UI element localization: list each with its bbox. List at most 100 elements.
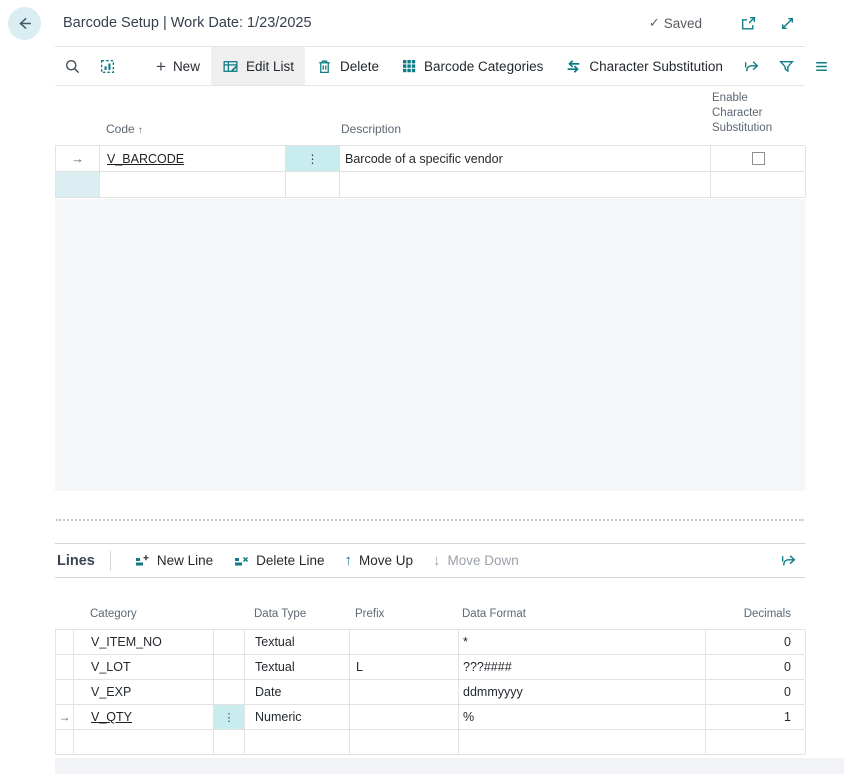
lines-section-header: Lines New Line Delete Line xyxy=(55,543,805,578)
category-cell[interactable]: V_QTY xyxy=(74,705,214,729)
row-selector-cell[interactable] xyxy=(56,630,74,654)
main-table-headers: Code ↑ Description Enable Character Subst… xyxy=(55,87,805,145)
row-selector-cell[interactable] xyxy=(56,680,74,704)
new-line-button[interactable]: New Line xyxy=(124,544,223,577)
bottom-scroll-area xyxy=(55,758,844,774)
decimals-cell[interactable]: 1 xyxy=(706,705,806,729)
data-format-cell[interactable]: % xyxy=(459,705,706,729)
data-format-column-header[interactable]: Data Format xyxy=(462,608,526,620)
row-options-cell[interactable]: ⋮ xyxy=(286,146,340,171)
prefix-cell[interactable] xyxy=(350,630,459,654)
description-column-header[interactable]: Description xyxy=(341,122,402,136)
data-type-cell[interactable]: Textual xyxy=(245,655,350,679)
data-format-cell[interactable] xyxy=(459,730,706,754)
table-row[interactable]: → V_BARCODE ⋮ Barcode of a specific vend… xyxy=(55,146,806,172)
data-type-cell[interactable] xyxy=(245,730,350,754)
data-format-cell[interactable]: ???#### xyxy=(459,655,706,679)
new-button[interactable]: + New xyxy=(145,47,211,85)
data-format-cell[interactable]: ddmmyyyy xyxy=(459,680,706,704)
row-options-cell[interactable] xyxy=(214,680,245,704)
back-button[interactable] xyxy=(8,6,41,40)
filter-button[interactable] xyxy=(769,47,804,85)
row-options-cell[interactable] xyxy=(214,630,245,654)
spacer-cell xyxy=(55,620,73,628)
lines-table: V_ITEM_NO Textual * 0 V_LOT Textual L ??… xyxy=(55,629,806,755)
character-substitution-label: Character Substitution xyxy=(589,58,723,74)
row-options-cell[interactable] xyxy=(214,655,245,679)
enable-character-substitution-checkbox[interactable] xyxy=(751,152,765,165)
open-in-new-window-button[interactable] xyxy=(740,15,757,32)
line-row-empty[interactable] xyxy=(55,730,806,755)
lines-share-button[interactable] xyxy=(780,552,805,569)
table-row-empty[interactable] xyxy=(55,172,806,198)
decimals-cell[interactable]: 0 xyxy=(706,630,806,654)
data-type-cell[interactable]: Date xyxy=(245,680,350,704)
move-down-label: Move Down xyxy=(447,553,519,568)
prefix-cell[interactable] xyxy=(350,730,459,754)
page-title: Barcode Setup | Work Date: 1/23/2025 xyxy=(63,15,312,31)
category-cell[interactable]: V_ITEM_NO xyxy=(74,630,214,654)
data-type-column-header[interactable]: Data Type xyxy=(254,608,307,620)
decimals-cell[interactable]: 0 xyxy=(706,680,806,704)
prefix-cell[interactable] xyxy=(350,680,459,704)
decimals-cell[interactable]: 0 xyxy=(706,655,806,679)
line-row-selected[interactable]: → V_QTY ⋮ Numeric % 1 xyxy=(55,705,806,730)
move-down-button[interactable]: ↓ Move Down xyxy=(423,544,529,577)
row-options-cell[interactable] xyxy=(214,730,245,754)
barcode-categories-button[interactable]: Barcode Categories xyxy=(390,47,554,85)
code-cell[interactable]: V_BARCODE xyxy=(100,146,286,171)
delete-button[interactable]: Delete xyxy=(305,47,390,85)
data-type-cell[interactable]: Textual xyxy=(245,630,350,654)
enable-cell[interactable] xyxy=(711,172,806,197)
lines-divider xyxy=(109,550,111,571)
line-row[interactable]: V_LOT Textual L ???#### 0 xyxy=(55,655,806,680)
plus-icon: + xyxy=(156,56,166,76)
category-link[interactable]: V_QTY xyxy=(91,710,132,724)
character-substitution-button[interactable]: Character Substitution xyxy=(554,47,734,85)
code-column-header[interactable]: Code ↑ xyxy=(106,122,143,136)
move-up-button[interactable]: ↑ Move Up xyxy=(334,544,423,577)
data-type-cell[interactable]: Numeric xyxy=(245,705,350,729)
line-row[interactable]: V_EXP Date ddmmyyyy 0 xyxy=(55,680,806,705)
row-selector-cell[interactable] xyxy=(56,655,74,679)
row-selector-cell[interactable]: → xyxy=(56,146,100,171)
spacer-cell xyxy=(213,620,244,628)
analysis-mode-button[interactable] xyxy=(90,47,125,85)
new-line-icon xyxy=(134,553,150,569)
prefix-column-header[interactable]: Prefix xyxy=(355,608,385,620)
saved-indicator: ✓ Saved xyxy=(649,15,702,31)
prefix-cell[interactable] xyxy=(350,705,459,729)
decimals-column-header[interactable]: Decimals xyxy=(743,608,791,620)
category-cell[interactable] xyxy=(74,730,214,754)
share-button[interactable] xyxy=(734,47,769,85)
edit-list-button[interactable]: Edit List xyxy=(210,47,305,85)
row-options-cell[interactable]: ⋮ xyxy=(214,705,245,729)
description-cell[interactable] xyxy=(340,172,711,197)
section-separator xyxy=(56,519,804,521)
search-button[interactable] xyxy=(55,47,90,85)
category-column-header[interactable]: Category xyxy=(90,608,137,620)
ellipsis-icon: ⋮ xyxy=(223,711,235,724)
category-cell[interactable]: V_LOT xyxy=(74,655,214,679)
delete-line-button[interactable]: Delete Line xyxy=(223,544,334,577)
line-row[interactable]: V_ITEM_NO Textual * 0 xyxy=(55,630,806,655)
prefix-cell[interactable]: L xyxy=(350,655,459,679)
code-link[interactable]: V_BARCODE xyxy=(107,151,185,166)
menu-button[interactable] xyxy=(804,47,839,85)
row-selector-cell[interactable] xyxy=(56,172,100,197)
edit-list-icon xyxy=(222,58,239,75)
row-selector-cell[interactable] xyxy=(56,730,74,754)
enable-cell[interactable] xyxy=(711,146,806,171)
code-cell[interactable] xyxy=(100,172,286,197)
enable-character-substitution-column-header[interactable]: Enable Character Substitution xyxy=(712,92,773,135)
grid-icon xyxy=(401,58,417,74)
row-options-cell[interactable] xyxy=(286,172,340,197)
row-selector-cell[interactable]: → xyxy=(56,705,74,729)
move-down-icon: ↓ xyxy=(433,552,441,569)
expand-button[interactable] xyxy=(779,15,796,32)
barcode-categories-label: Barcode Categories xyxy=(424,58,544,74)
decimals-cell[interactable] xyxy=(706,730,806,754)
description-cell[interactable]: Barcode of a specific vendor xyxy=(340,146,711,171)
category-cell[interactable]: V_EXP xyxy=(74,680,214,704)
data-format-cell[interactable]: * xyxy=(459,630,706,654)
